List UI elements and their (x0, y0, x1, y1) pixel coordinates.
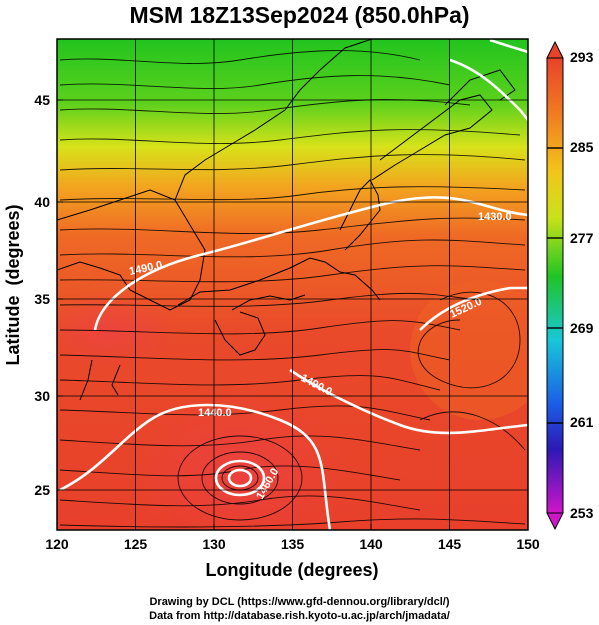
y-tick-label: 35 (34, 291, 50, 307)
colorbar-label: 269 (570, 320, 594, 336)
x-tick-label: 130 (202, 536, 226, 552)
x-axis-title: Longitude (degrees) (205, 560, 378, 580)
y-tick-labels: 25 30 35 40 45 (34, 92, 50, 498)
x-tick-label: 135 (281, 536, 305, 552)
chart-title: MSM 18Z13Sep2024 (850.0hPa) (129, 2, 470, 28)
colorbar-label: 285 (570, 139, 594, 155)
colorbar-label: 261 (570, 414, 594, 430)
credit-data-source: Data from http://database.rish.kyoto-u.a… (149, 610, 450, 622)
colorbar-label: 293 (570, 49, 594, 65)
height-contours (59, 39, 528, 530)
coastlines (57, 39, 516, 401)
colorbar-labels: 293 285 277 269 261 253 (570, 49, 594, 521)
contour-label: 1440.0 (198, 407, 232, 419)
colorbar-ticks (547, 147, 563, 424)
colorbar-min-arrow (546, 512, 564, 531)
colorbar-gradient (546, 57, 564, 514)
y-tick-label: 30 (34, 388, 50, 404)
y-tick-label: 25 (34, 482, 50, 498)
colorbar-max-arrow (546, 40, 564, 59)
x-tick-labels: 120 125 130 135 140 145 150 (45, 536, 540, 552)
x-tick-label: 140 (359, 536, 383, 552)
x-tick-label: 145 (438, 536, 462, 552)
colorbar-label: 277 (570, 230, 594, 246)
x-tick-label: 150 (516, 536, 540, 552)
y-axis-title: Latitude (degrees) (3, 204, 23, 365)
y-tick-label: 45 (34, 92, 50, 108)
lat-lon-grid (57, 39, 528, 530)
x-tick-label: 120 (45, 536, 69, 552)
colorbar-label: 253 (570, 505, 594, 521)
x-tick-label: 125 (124, 536, 148, 552)
contour-label: 1430.0 (478, 211, 512, 223)
axis-ticks (56, 99, 529, 530)
colorbar: 293 285 277 269 261 253 (546, 40, 594, 531)
temperature-field: 1490.0 1440.0 1490.0 1520.0 1460.0 1430.… (57, 39, 528, 530)
credit-drawing: Drawing by DCL (https://www.gfd-dennou.o… (149, 596, 450, 608)
wind-streamlines (59, 50, 526, 528)
y-tick-label: 40 (34, 194, 50, 210)
